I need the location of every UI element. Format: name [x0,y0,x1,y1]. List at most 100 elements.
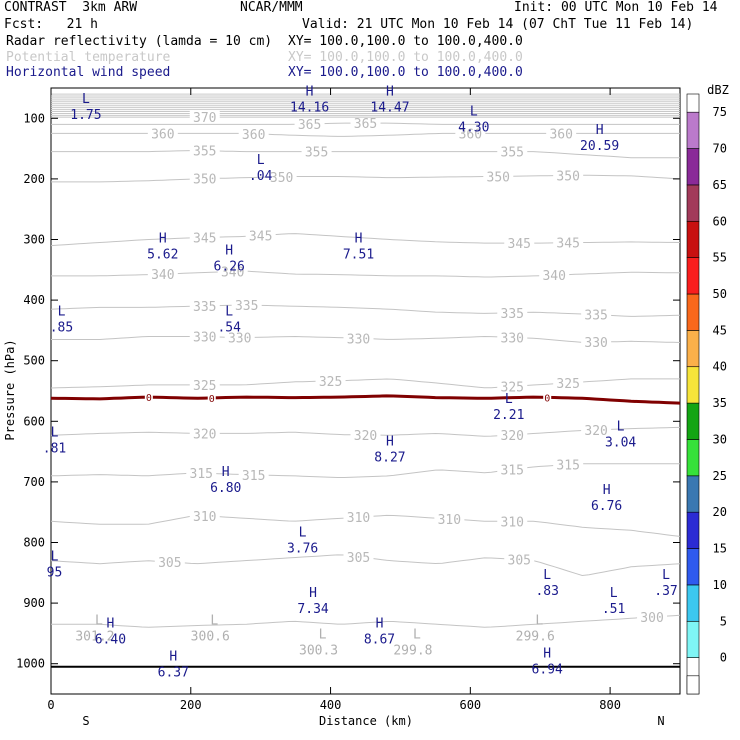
colorbar-swatch-60 [686,220,700,258]
colorbar-swatch-30 [686,439,700,477]
theta-label-345: 345 [556,237,579,252]
theta-label-350: 350 [270,171,293,186]
y-tick-label: 600 [23,414,45,428]
wind-extremum-marker: H [386,435,394,450]
theta-label-320: 320 [193,427,216,442]
theta-label-bg [343,549,374,563]
wind-extremum-value: 6.26 [214,260,245,275]
theta-label-310: 310 [347,511,370,526]
theta-label-bg [217,264,248,278]
theta-label-365: 365 [354,117,377,132]
theta-label-bg [581,422,612,436]
colorbar-label-25: 25 [713,469,727,483]
wind-extremum-marker: H [309,586,317,601]
zero-label-bg [543,391,552,404]
theta-label-bg [315,373,346,387]
theta-label-bg [189,426,220,440]
colorbar-unit: dBZ [707,83,729,97]
colorbar-swatch-45 [686,330,700,368]
theta-label-bg [553,457,584,471]
theta-label-370: 370 [193,111,216,126]
theta-label-320: 320 [354,429,377,444]
wind-extremum-value: 3.76 [287,541,318,556]
colorbar-label-70: 70 [713,142,727,156]
y-tick-label: 500 [23,354,45,368]
wind-extremum-marker: H [225,244,233,259]
wind-extremum-marker: H [159,232,167,247]
y-tick-label: 300 [23,233,45,247]
theta-label-325: 325 [193,379,216,394]
wind-extremum-value: .81 [43,441,66,456]
theta-label-bg [581,335,612,349]
theta-label-bg [245,228,276,242]
colorbar-swatch-55 [686,257,700,295]
theta-label-bg [189,143,220,157]
colorbar-label-35: 35 [713,396,727,410]
wind-extremum-marker: H [169,650,177,665]
colorbar-label-30: 30 [713,432,727,446]
theta-label-bg [350,116,381,130]
colorbar-label-65: 65 [713,178,727,192]
theta-label-330: 330 [228,332,251,347]
wind-extremum-marker: H [596,123,604,138]
wind-extremum-marker: L [299,525,307,540]
theta-extremum-marker: L [319,627,327,642]
theta-label-360: 360 [549,127,572,142]
field2-xy: XY= 100.0,100.0 to 100.0,400.0 [288,50,523,65]
field3-xy: XY= 100.0,100.0 to 100.0,400.0 [288,65,523,80]
wind-extremum-value: 3.04 [605,435,636,450]
field1-xy: XY= 100.0,100.0 to 100.0,400.0 [288,34,523,49]
theta-label-bg [539,268,570,282]
theta-label-320: 320 [584,424,607,439]
colorbar-swatch-15 [686,548,700,586]
theta-label-bg [189,230,220,244]
theta-extremum-value: 299.8 [393,643,432,658]
wind-extremum-value: 14.47 [370,100,409,115]
theta-label-bg [637,609,668,623]
theta-label-360: 360 [242,128,265,143]
theta-label-bg [497,305,528,319]
field3-name: Horizontal wind speed [6,65,171,80]
init-time: Init: 00 UTC Mon 10 Feb 14 [514,0,718,15]
colorbar-label-20: 20 [713,505,727,519]
x-tick-label: 200 [180,698,202,712]
wind-extremum-value: 2.21 [493,408,524,423]
x-tick-label: 400 [320,698,342,712]
valid-time: Valid: 21 UTC Mon 10 Feb 14 (07 ChT Tue … [302,17,694,32]
y-tick-label: 200 [23,172,45,186]
wind-extremum-value: .04 [249,169,273,184]
theta-label-bg [189,377,220,391]
colorbar-label-0: 0 [720,651,727,665]
theta-label-bg [504,236,535,250]
theta-label-315: 315 [556,459,579,474]
wind-extremum-marker: H [222,465,230,480]
theta-label-bg [154,555,185,569]
wind-extremum-marker: L [58,304,66,319]
theta-contour-355 [51,149,680,159]
wind-extremum-value: 6.40 [95,632,126,647]
wind-extremum-value: .85 [50,320,73,335]
reflectivity-zero-contour [50,394,681,405]
wind-extremum-marker: L [225,304,233,319]
theta-label-bg [189,508,220,522]
colorbar-swatch-35 [686,402,700,440]
theta-label-bg [238,467,269,481]
wind-extremum-value: 5.62 [147,248,178,263]
theta-label-365: 365 [298,118,321,133]
wind-extremum-marker: H [106,616,114,631]
theta-label-350: 350 [556,169,579,184]
theta-label-bg [189,171,220,185]
theta-extremum-value: 300.3 [299,643,338,658]
theta-label-bg [497,330,528,344]
theta-label-bg [189,329,220,343]
theta-label-325: 325 [501,380,524,395]
y-tick-label: 1000 [16,657,45,671]
wind-extremum-value: 6.37 [158,666,189,681]
theta-label-355: 355 [501,146,524,161]
theta-label-bg [553,168,584,182]
theta-label-300: 300 [640,611,663,626]
theta-label-345: 345 [508,237,531,252]
wind-extremum-marker: L [617,419,625,434]
colorbar-swatch-40 [686,366,700,404]
